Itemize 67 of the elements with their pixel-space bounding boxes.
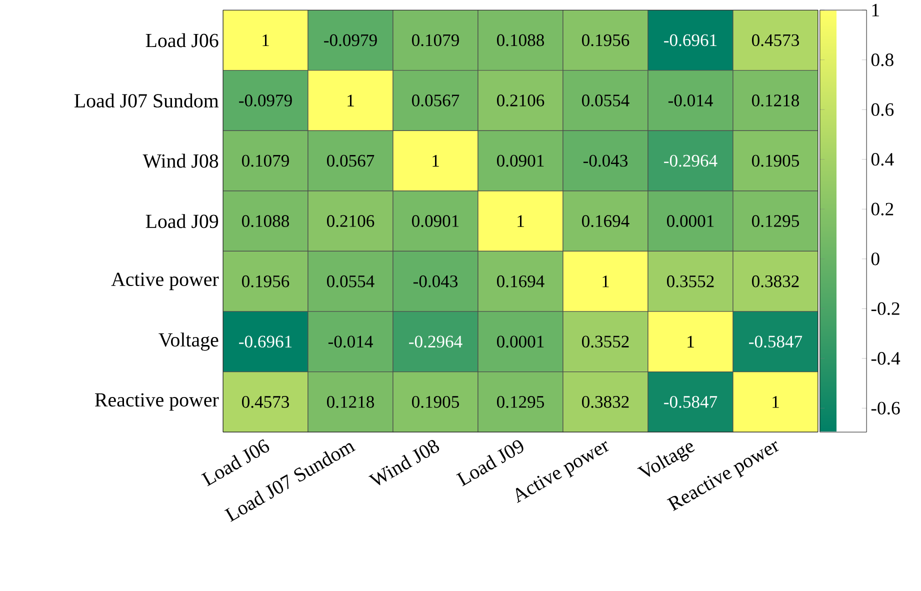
color-bar-label: 0.6 — [871, 103, 894, 116]
data-label: 1 — [688, 336, 694, 348]
data-label: -0.043 — [583, 154, 628, 167]
color-bar-label: 0 — [871, 252, 880, 266]
data-label: 0.0567 — [412, 94, 460, 106]
y-tick-label: Active power — [111, 272, 219, 290]
y-tick-label: Voltage — [158, 332, 218, 351]
data-label: -0.6961 — [239, 336, 292, 348]
color-bar-label: 0.2 — [871, 202, 894, 216]
data-label: 0.1694 — [582, 215, 630, 228]
data-label: 1 — [432, 154, 439, 167]
data-label: 0.1956 — [582, 34, 630, 46]
x-tick-label: Load J09 — [456, 440, 524, 486]
data-label: 0.1218 — [752, 94, 799, 106]
y-tick-label: Load J09 — [146, 214, 218, 228]
y-tick-label: Load J07 Sundom — [74, 93, 219, 108]
data-label: -0.2964 — [664, 154, 718, 167]
data-label: -0.5847 — [749, 336, 802, 348]
data-label: 0.3552 — [667, 275, 714, 288]
color-bar-label: 1 — [872, 4, 879, 16]
data-label: 0.0567 — [327, 154, 374, 167]
data-label: 0.1694 — [497, 275, 544, 288]
data-label: 0.1295 — [752, 215, 799, 228]
y-tick-label: Wind J08 — [142, 154, 218, 168]
data-label: 0.1295 — [497, 396, 544, 408]
data-label: -0.014 — [668, 94, 713, 106]
data-label: 0.1079 — [242, 154, 289, 167]
data-label: 1 — [772, 396, 779, 408]
data-label: 0.4573 — [752, 34, 799, 46]
color-bar-label: -0.4 — [871, 352, 900, 365]
data-label: 0.1218 — [327, 396, 374, 408]
data-label: 0.3832 — [752, 275, 799, 288]
color-bar-label: -0.6 — [871, 402, 900, 414]
data-label: 0.0001 — [667, 215, 714, 228]
data-label: 0.0554 — [327, 275, 374, 288]
data-label: 0.1088 — [497, 34, 544, 46]
data-label: -0.5847 — [664, 396, 718, 408]
data-label: 0.0901 — [412, 215, 459, 228]
data-label: 1 — [518, 215, 524, 227]
data-label: 0.1088 — [242, 215, 290, 228]
data-label: 1 — [262, 34, 269, 46]
data-label: 1 — [348, 94, 354, 106]
color-bar-label: 0.4 — [871, 152, 894, 166]
data-label: 0.1079 — [412, 34, 459, 46]
color-bar-label: 0.8 — [871, 53, 894, 66]
data-label: 0.2106 — [497, 94, 544, 106]
data-label: -0.014 — [328, 336, 373, 348]
data-label: 0.1905 — [412, 396, 459, 408]
data-label: -0.2964 — [409, 336, 462, 348]
data-label: 0.3552 — [582, 336, 629, 348]
data-label: 0.0001 — [497, 336, 544, 348]
data-label: -0.043 — [413, 275, 458, 288]
x-tick-label: Wind J08 — [368, 440, 440, 486]
data-label: 0.1956 — [242, 275, 290, 288]
data-label: 0.0554 — [582, 94, 630, 106]
data-label: -0.0979 — [324, 34, 377, 46]
data-label: 0.0901 — [497, 154, 544, 167]
data-label: 0.4573 — [242, 396, 289, 408]
data-label: 0.2106 — [327, 215, 374, 228]
color-bar-label: -0.2 — [871, 302, 900, 315]
data-label: 0.3832 — [582, 396, 629, 408]
y-tick-label: Reactive power — [95, 393, 219, 411]
data-label: -0.6961 — [664, 34, 717, 46]
y-tick-label: Load J06 — [146, 33, 218, 48]
data-label: -0.0979 — [239, 94, 292, 106]
data-label: 1 — [602, 276, 609, 288]
data-label: 0.1905 — [752, 154, 799, 167]
